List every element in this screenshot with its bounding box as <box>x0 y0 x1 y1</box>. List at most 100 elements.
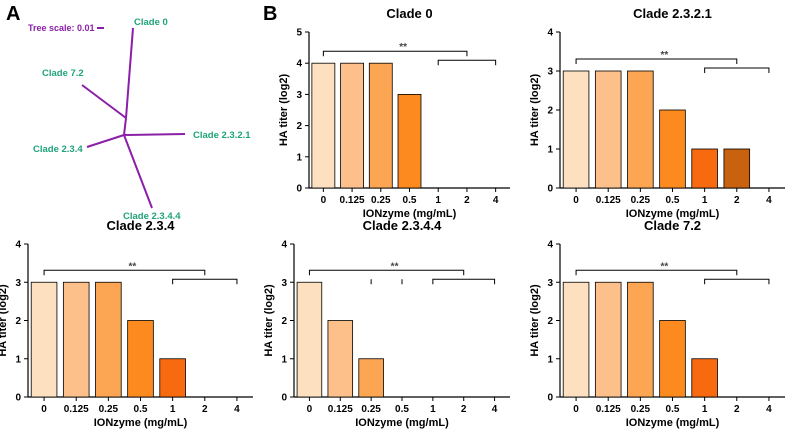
bar-0 <box>296 281 323 398</box>
bar-0.25 <box>627 70 654 189</box>
x-tick-label: 0.5 <box>666 195 680 206</box>
significance-bracket-secondary <box>437 59 497 66</box>
x-tick-label: 0.125 <box>64 404 89 415</box>
tree-scale-label: Tree scale: 0.01 <box>28 23 95 33</box>
y-tick-label: 1 <box>281 354 287 365</box>
chart-5: Clade 7.2 0 1 2 3 4 0 0.125 0.25 0.5 1 2 4 IONzyme (m… <box>529 218 785 429</box>
y-tick-label: 2 <box>547 106 553 117</box>
bar-0.5 <box>659 109 686 189</box>
significance-bracket-main <box>43 269 206 276</box>
y-tick-label: 3 <box>15 278 21 289</box>
significance-label: ** <box>391 261 399 272</box>
significance-bracket-secondary <box>432 278 496 285</box>
y-tick-label: 0 <box>15 393 21 404</box>
bar-0.125 <box>340 62 364 189</box>
y-tick-label: 4 <box>15 240 21 251</box>
y-tick-label: 2 <box>281 316 287 327</box>
y-tick-label: 0 <box>281 393 287 404</box>
x-tick-label: 1 <box>702 195 708 206</box>
x-tick-label: 0 <box>307 404 313 415</box>
significance-label: ** <box>129 261 137 272</box>
bar-0.5 <box>127 320 154 398</box>
x-tick-label: 2 <box>734 404 740 415</box>
y-tick-label: 0 <box>296 184 302 195</box>
significance-bracket-secondary <box>704 67 770 73</box>
y-tick-label: 1 <box>296 152 302 163</box>
y-axis-label: HA titer (log2) <box>0 284 9 357</box>
y-tick-label: 4 <box>547 240 553 251</box>
tree-branch-clade-0 <box>125 27 134 119</box>
tree-branch-internal <box>123 117 127 136</box>
y-tick-label: 0 <box>547 184 553 195</box>
x-axis-label: IONzyme (mg/mL) <box>94 417 188 429</box>
x-tick-label: 0 <box>41 404 47 415</box>
tree-leaf-clade-7-2: Clade 7.2 <box>42 68 84 79</box>
x-tick-label: 0.5 <box>134 404 148 415</box>
x-tick-label: 4 <box>234 404 240 415</box>
bar-2 <box>723 148 751 189</box>
bar-1 <box>691 358 718 398</box>
x-tick-label: 2 <box>202 404 208 415</box>
x-tick-label: 0.125 <box>328 404 353 415</box>
y-tick-label: 2 <box>296 121 302 132</box>
x-tick-label: 1 <box>702 404 708 415</box>
bar-0.25 <box>368 62 393 189</box>
x-tick-label: 2 <box>461 404 467 415</box>
y-tick-label: 4 <box>296 59 302 70</box>
chart-title: Clade 7.2 <box>644 218 701 233</box>
panel-letter-a: A <box>6 3 20 25</box>
y-tick-label: 1 <box>547 145 553 156</box>
y-axis-label: HA titer (log2) <box>263 284 275 357</box>
x-tick-label: 0 <box>573 404 579 415</box>
bar-0.125 <box>594 70 622 189</box>
bar-charts: Clade 0 0 1 2 3 4 5 0 0.125 0.25 0.5 1 2 4 IONzyme (mg… <box>0 6 785 429</box>
bar-0.25 <box>627 281 654 398</box>
chart-title: Clade 2.3.4.4 <box>363 218 443 233</box>
chart-3: Clade 2.3.4 0 1 2 3 4 0 0.125 0.25 0.5 1 2 4 IONzyme … <box>0 218 253 429</box>
y-tick-label: 1 <box>15 354 21 365</box>
significance-bracket-secondary <box>172 278 238 285</box>
y-tick-label: 2 <box>15 316 21 327</box>
bar-0.5 <box>659 320 686 398</box>
x-tick-label: 0.25 <box>631 195 651 206</box>
x-axis-label: IONzyme (mg/mL) <box>626 208 720 220</box>
phylogenetic-tree: Tree scale: 0.01 Clade 0 Clade 7.2 Clade… <box>28 17 251 222</box>
bar-0.125 <box>594 281 622 398</box>
x-tick-label: 1 <box>170 404 176 415</box>
tree-leaf-clade-2-3-2-1: Clade 2.3.2.1 <box>193 130 251 141</box>
x-axis-label: IONzyme (mg/mL) <box>626 417 720 429</box>
x-axis-label: IONzyme (mg/mL) <box>363 208 457 220</box>
x-tick-label: 0 <box>573 195 579 206</box>
significance-bracket-main <box>322 50 468 57</box>
x-tick-label: 0 <box>321 195 327 206</box>
tree-branch-clade-2-3-4 <box>86 134 125 148</box>
chart-title: Clade 0 <box>386 6 432 21</box>
significance-label: ** <box>661 261 669 272</box>
x-tick-label: 1 <box>435 195 441 206</box>
bar-0.25 <box>95 281 122 398</box>
bar-0.5 <box>397 94 422 189</box>
chart-4: Clade 2.3.4.4 0 1 2 3 4 0 0.125 0.25 0.5 1 2 4 IONzym… <box>263 218 510 429</box>
x-tick-label: 2 <box>464 195 470 206</box>
tree-leaf-clade-0: Clade 0 <box>134 17 168 28</box>
x-tick-label: 0.125 <box>340 195 365 206</box>
x-tick-label: 4 <box>493 195 499 206</box>
y-tick-label: 3 <box>296 90 302 101</box>
y-tick-label: 3 <box>547 67 553 78</box>
significance-bracket-main <box>575 58 738 64</box>
y-tick-label: 3 <box>547 278 553 289</box>
significance-label: ** <box>661 50 669 61</box>
x-tick-label: 2 <box>734 195 740 206</box>
y-tick-label: 1 <box>547 354 553 365</box>
y-axis-label: HA titer (log2) <box>529 284 541 357</box>
x-tick-label: 4 <box>766 195 772 206</box>
significance-bracket-main <box>308 269 465 276</box>
x-tick-label: 0.25 <box>631 404 651 415</box>
y-tick-label: 2 <box>547 316 553 327</box>
x-tick-label: 0.25 <box>99 404 119 415</box>
significance-bracket-secondary <box>704 278 770 285</box>
x-tick-label: 0.5 <box>666 404 680 415</box>
chart-1: Clade 0 0 1 2 3 4 5 0 0.125 0.25 0.5 1 2 4 IONzyme (mg… <box>278 6 510 220</box>
tree-branch-clade-2-3-2-1 <box>123 133 186 136</box>
